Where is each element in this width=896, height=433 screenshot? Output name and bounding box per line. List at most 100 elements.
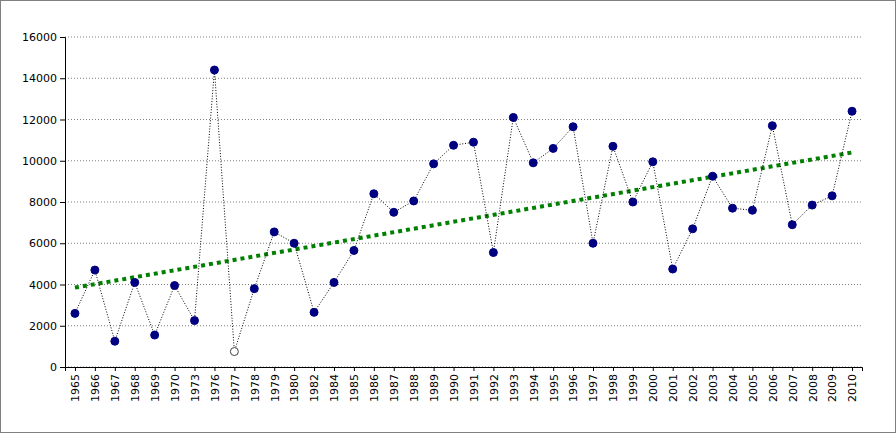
point-marker — [250, 285, 258, 293]
y-tick-mark — [60, 202, 65, 203]
x-tick-label: 1993 — [508, 374, 521, 402]
x-tick-mark — [394, 367, 395, 371]
point-marker — [589, 239, 597, 247]
x-tick-label: 1996 — [567, 374, 580, 402]
x-tick: 1968 — [129, 367, 142, 402]
x-tick-label: 1989 — [428, 374, 441, 402]
x-tick: 1987 — [388, 367, 401, 402]
y-tick-label: 16000 — [22, 31, 57, 44]
y-tick-mark — [60, 120, 65, 121]
x-tick-label: 1994 — [528, 374, 541, 402]
series-line — [75, 70, 852, 352]
point-marker — [549, 144, 557, 152]
point-marker — [370, 190, 378, 198]
x-tick-mark — [75, 367, 76, 371]
x-tick-label: 1998 — [607, 374, 620, 402]
x-tick-mark — [613, 367, 614, 371]
point-marker — [410, 197, 418, 205]
x-tick: 1970 — [169, 367, 182, 402]
point-marker — [629, 198, 637, 206]
x-tick: 2005 — [747, 367, 760, 402]
point-marker — [290, 239, 298, 247]
x-tick-mark — [115, 367, 116, 371]
x-tick-label: 1977 — [229, 374, 242, 402]
x-tick-mark — [195, 367, 196, 371]
x-tick-mark — [713, 367, 714, 371]
x-tick-label: 1988 — [408, 374, 421, 402]
y-tick: 16000 — [22, 31, 65, 44]
y-tick-label: 8000 — [29, 196, 57, 209]
point-marker — [689, 225, 697, 233]
x-tick-mark — [633, 367, 634, 371]
x-tick: 1969 — [149, 367, 162, 402]
x-tick: 1978 — [249, 367, 262, 402]
point-marker — [728, 204, 736, 212]
x-tick: 2001 — [667, 367, 680, 402]
x-tick-label: 1995 — [548, 374, 561, 402]
point-marker — [210, 66, 218, 74]
x-tick-mark — [852, 367, 853, 371]
x-tick-mark — [752, 367, 753, 371]
point-marker — [489, 249, 497, 257]
x-tick-label: 1992 — [488, 374, 501, 402]
x-tick-mark — [374, 367, 375, 371]
point-marker — [469, 138, 477, 146]
x-tick-label: 1982 — [308, 374, 321, 402]
x-tick-label: 2003 — [707, 374, 720, 402]
x-tick: 1988 — [408, 367, 421, 402]
point-marker — [529, 159, 537, 167]
y-tick-label: 12000 — [22, 114, 57, 127]
y-tick: 2000 — [29, 320, 65, 333]
x-tick-mark — [434, 367, 435, 371]
plot-area — [71, 66, 856, 356]
x-tick-mark — [454, 367, 455, 371]
x-tick-mark — [95, 367, 96, 371]
x-tick-label: 1968 — [129, 374, 142, 402]
x-tick-label: 2008 — [807, 374, 820, 402]
grid-line — [65, 202, 862, 203]
chart-border — [1, 1, 896, 433]
x-tick-mark — [334, 367, 335, 371]
y-tick-mark — [60, 37, 65, 38]
x-tick-label: 1980 — [288, 374, 301, 402]
x-tick-label: 1984 — [328, 374, 341, 402]
x-tick: 1999 — [627, 367, 640, 402]
x-tick: 1982 — [308, 367, 321, 402]
x-tick: 1979 — [269, 367, 282, 402]
x-tick-label: 1978 — [249, 374, 262, 402]
x-tick: 1977 — [229, 367, 242, 402]
x-tick: 1989 — [428, 367, 441, 402]
x-tick-label: 1999 — [627, 374, 640, 402]
y-tick-label: 10000 — [22, 155, 57, 168]
x-tick-mark — [473, 367, 474, 371]
point-marker — [430, 160, 438, 168]
x-tick-mark — [593, 367, 594, 371]
x-tick-mark — [653, 367, 654, 371]
x-tick-label: 1973 — [189, 374, 202, 402]
x-tick-label: 1986 — [368, 374, 381, 402]
x-tick: 1991 — [468, 367, 481, 402]
x-tick-mark — [792, 367, 793, 371]
x-tick-label: 1966 — [89, 374, 102, 402]
x-tick-label: 2009 — [826, 374, 839, 402]
point-marker — [230, 348, 238, 356]
point-marker — [450, 141, 458, 149]
grid-line — [65, 243, 862, 244]
x-tick-mark — [812, 367, 813, 371]
x-tick-label: 1970 — [169, 374, 182, 402]
x-tick: 1980 — [288, 367, 301, 402]
x-tick-label: 1969 — [149, 374, 162, 402]
point-marker — [131, 278, 139, 286]
x-tick-label: 1965 — [69, 374, 82, 402]
y-tick: 14000 — [22, 72, 65, 85]
x-tick-label: 1985 — [348, 374, 361, 402]
point-marker — [151, 331, 159, 339]
x-tick-mark — [493, 367, 494, 371]
y-tick-mark — [60, 78, 65, 79]
x-tick-label: 1976 — [209, 374, 222, 402]
y-tick: 8000 — [29, 196, 65, 209]
grid-line — [65, 37, 862, 38]
y-axis: 0200040006000800010000120001400016000 — [22, 31, 66, 374]
x-tick-label: 2006 — [767, 374, 780, 402]
x-tick: 1998 — [607, 367, 620, 402]
